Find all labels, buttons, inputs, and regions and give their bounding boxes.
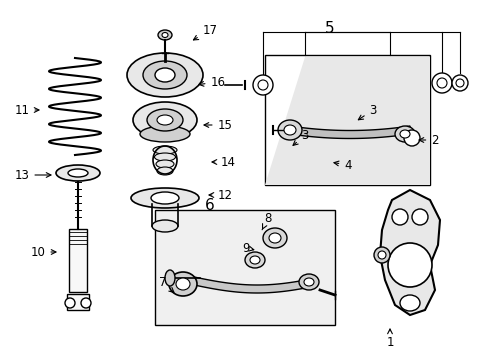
Ellipse shape: [394, 126, 414, 142]
Ellipse shape: [157, 115, 173, 125]
Text: 13: 13: [15, 168, 51, 181]
Ellipse shape: [431, 73, 451, 93]
Ellipse shape: [284, 125, 295, 135]
Ellipse shape: [81, 298, 91, 308]
Polygon shape: [184, 275, 314, 293]
Ellipse shape: [164, 270, 175, 286]
Ellipse shape: [176, 278, 190, 290]
Ellipse shape: [152, 220, 178, 232]
Ellipse shape: [142, 61, 186, 89]
Ellipse shape: [56, 165, 100, 181]
Ellipse shape: [377, 251, 385, 259]
Ellipse shape: [373, 247, 389, 263]
Ellipse shape: [436, 78, 446, 88]
Text: 10: 10: [30, 246, 56, 258]
Ellipse shape: [455, 79, 463, 87]
Ellipse shape: [263, 228, 286, 248]
Ellipse shape: [156, 160, 174, 168]
Text: 4: 4: [333, 158, 351, 171]
Ellipse shape: [127, 53, 203, 97]
Ellipse shape: [140, 126, 190, 142]
Ellipse shape: [252, 75, 272, 95]
Text: 15: 15: [203, 118, 232, 131]
Text: 5: 5: [325, 21, 334, 36]
Text: 11: 11: [15, 104, 39, 117]
Text: 6: 6: [204, 198, 214, 212]
Ellipse shape: [153, 146, 177, 154]
Polygon shape: [264, 57, 429, 185]
Ellipse shape: [249, 256, 260, 264]
Ellipse shape: [399, 295, 419, 311]
Text: 3: 3: [358, 104, 376, 120]
Text: 9: 9: [242, 242, 253, 255]
Ellipse shape: [244, 252, 264, 268]
Text: 1: 1: [386, 329, 393, 350]
Ellipse shape: [304, 278, 313, 286]
Text: 17: 17: [193, 23, 217, 40]
Bar: [67, 294, 89, 310]
Ellipse shape: [403, 130, 419, 146]
Polygon shape: [289, 126, 409, 139]
Text: 12: 12: [208, 189, 232, 202]
Text: 16: 16: [199, 76, 225, 89]
Ellipse shape: [399, 130, 409, 138]
Ellipse shape: [391, 209, 407, 225]
Polygon shape: [379, 190, 439, 315]
Text: 7: 7: [159, 276, 174, 292]
Bar: [155, 210, 334, 325]
Ellipse shape: [298, 274, 318, 290]
Ellipse shape: [162, 32, 168, 37]
Ellipse shape: [68, 169, 88, 177]
Ellipse shape: [133, 102, 197, 138]
Ellipse shape: [65, 298, 75, 308]
Ellipse shape: [154, 153, 175, 161]
Text: 3: 3: [292, 129, 308, 145]
Ellipse shape: [387, 243, 431, 287]
Ellipse shape: [268, 233, 281, 243]
Ellipse shape: [157, 167, 173, 175]
Bar: [69, 229, 87, 292]
Ellipse shape: [158, 30, 172, 40]
Ellipse shape: [278, 120, 302, 140]
Text: 8: 8: [262, 212, 271, 230]
Ellipse shape: [151, 192, 179, 204]
Ellipse shape: [147, 109, 183, 131]
Ellipse shape: [451, 75, 467, 91]
Ellipse shape: [258, 80, 267, 90]
Bar: [264, 55, 429, 185]
Ellipse shape: [169, 272, 197, 296]
Ellipse shape: [155, 68, 175, 82]
Text: 14: 14: [212, 156, 235, 168]
Ellipse shape: [131, 188, 199, 208]
Text: 2: 2: [418, 134, 438, 147]
Ellipse shape: [411, 209, 427, 225]
